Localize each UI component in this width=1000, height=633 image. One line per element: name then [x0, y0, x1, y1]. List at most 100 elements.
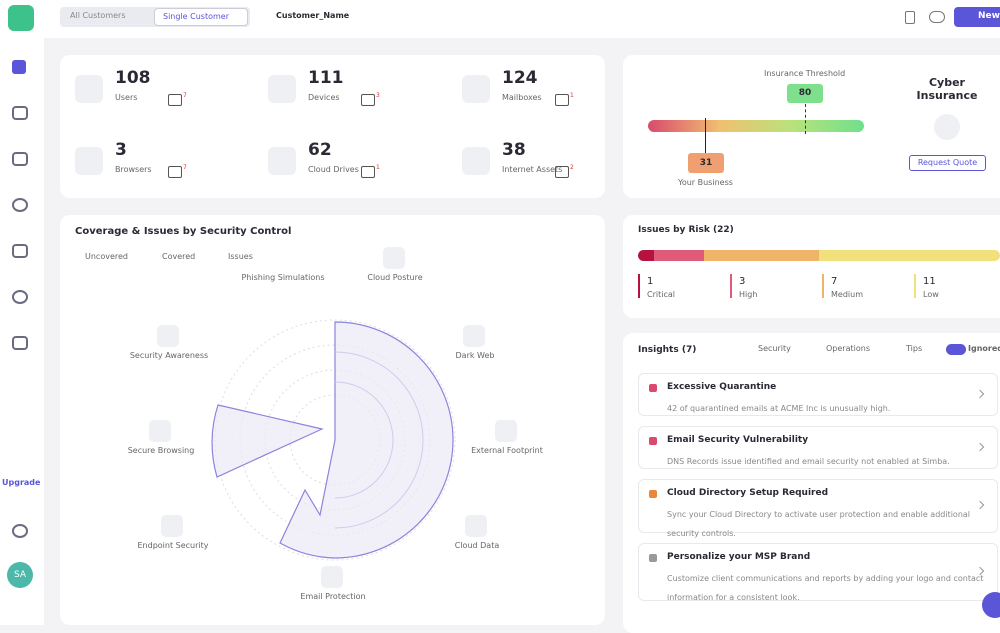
insight-icon [649, 490, 657, 498]
stats-card [60, 55, 605, 198]
insight-text: Customize client communications and repo… [667, 574, 984, 602]
stat-warning [555, 166, 569, 178]
control-label[interactable]: Phishing Simulations [241, 273, 325, 282]
risk-label: Medium [831, 290, 863, 299]
control-icon [149, 420, 171, 442]
filter-security[interactable]: Security [758, 344, 791, 353]
insight-text: Sync your Cloud Directory to activate us… [667, 510, 971, 538]
control-label[interactable]: External Footprint [471, 446, 543, 455]
insight-title: Email Security Vulnerability [667, 435, 809, 445]
risk-count: 11 [923, 276, 936, 287]
insight-item[interactable]: Excessive Quarantine 42 of quarantined em… [638, 373, 998, 416]
insurance-title: Cyber Insurance [916, 76, 978, 102]
risk-label: Low [923, 290, 939, 299]
stat-value: 124 [502, 68, 538, 88]
stat-icon [268, 147, 296, 175]
insight-item[interactable]: Email Security Vulnerability DNS Records … [638, 426, 998, 469]
control-label[interactable]: Cloud Posture [367, 273, 423, 282]
icon-doc[interactable] [905, 11, 915, 24]
stat-label: Devices [308, 93, 340, 102]
filter-tips[interactable]: Tips [906, 344, 923, 353]
nav-help[interactable] [12, 524, 28, 538]
risk-marker [914, 274, 916, 298]
control-icon [383, 247, 405, 269]
control-label[interactable]: Security Awareness [129, 351, 209, 360]
risk-marker [822, 274, 824, 298]
insights-title: Insights (7) [638, 345, 697, 355]
ring-arc [334, 381, 394, 499]
gauge-bar [648, 120, 864, 132]
risk-segment [819, 250, 1000, 261]
control-icon [161, 515, 183, 537]
control-label[interactable]: Dark Web [455, 351, 495, 360]
stat-label: Users [115, 93, 138, 102]
stat-alerts: 1 [376, 164, 380, 171]
filter-operations[interactable]: Operations [826, 344, 870, 353]
legend-item[interactable]: Covered [162, 252, 196, 261]
tab[interactable]: All Customers [70, 11, 126, 20]
nav-users[interactable] [12, 198, 28, 212]
stat-value: 38 [502, 140, 526, 160]
business-label: Your Business [678, 178, 733, 187]
stat-warning [168, 94, 182, 106]
stat-alerts: 3 [376, 92, 380, 99]
legend-item[interactable]: Issues [228, 252, 253, 261]
nav-alerts[interactable] [12, 152, 28, 166]
ignored-toggle[interactable] [946, 344, 966, 355]
stat-warning [361, 94, 375, 106]
stat-warning [361, 166, 375, 178]
stat-alerts: 7 [183, 164, 187, 171]
risk-card [623, 215, 1000, 318]
insight-icon [649, 384, 657, 392]
risk-segment [703, 250, 819, 261]
filter-ignored[interactable]: Ignored [968, 344, 1000, 353]
coverage-title: Coverage & Issues by Security Control [75, 226, 292, 237]
customer-name[interactable]: Customer_Name [276, 11, 350, 20]
coverage-area [211, 404, 324, 478]
risk-count: 3 [739, 276, 746, 287]
nav-devices[interactable] [12, 244, 28, 258]
stat-warning [555, 94, 569, 106]
icon-team[interactable] [929, 11, 945, 23]
nav-dashboard[interactable] [12, 60, 26, 74]
avatar[interactable]: SA [7, 562, 33, 588]
risk-count: 1 [647, 276, 654, 287]
new-button[interactable]: New [954, 7, 1000, 27]
nav-shield[interactable] [12, 106, 28, 120]
nav-web[interactable] [12, 290, 28, 304]
insight-item[interactable]: Personalize your MSP Brand Customize clie… [638, 543, 998, 602]
control-label[interactable]: Email Protection [300, 592, 366, 601]
inner-rings [334, 351, 424, 529]
stat-icon [268, 75, 296, 103]
insight-title: Personalize your MSP Brand [667, 552, 811, 562]
control-icon [463, 325, 485, 347]
insight-item[interactable]: Cloud Directory Setup Required Sync your … [638, 479, 998, 538]
radar-shape [211, 321, 454, 559]
stat-value: 108 [115, 68, 151, 88]
tab-active[interactable]: Single Customer [154, 8, 248, 26]
insight-text: DNS Records issue identified and email s… [667, 457, 950, 466]
insight-title: Excessive Quarantine [667, 382, 777, 392]
chat-button[interactable] [982, 592, 1000, 618]
legend-item[interactable]: Uncovered [85, 252, 128, 261]
business-value: 31 [688, 153, 724, 173]
logo[interactable] [8, 5, 34, 31]
stat-icon [75, 147, 103, 175]
stat-value: 3 [115, 140, 127, 160]
risk-label: Critical [647, 290, 675, 299]
control-label[interactable]: Cloud Data [454, 541, 500, 550]
control-label[interactable]: Secure Browsing [127, 446, 195, 455]
risk-label: High [739, 290, 758, 299]
nav-training[interactable] [12, 336, 28, 350]
risk-title: Issues by Risk (22) [638, 225, 734, 235]
control-icon [465, 515, 487, 537]
threshold-label: Insurance Threshold [764, 69, 846, 78]
threshold-line [805, 104, 806, 134]
stat-label: Mailboxes [502, 93, 542, 102]
control-icon [495, 420, 517, 442]
request-quote-button[interactable]: Request Quote [909, 155, 986, 171]
sidebar [0, 0, 44, 625]
upgrade-link[interactable]: Upgrade [2, 478, 41, 487]
ring-arc [334, 351, 424, 529]
control-label[interactable]: Endpoint Security [137, 541, 209, 550]
